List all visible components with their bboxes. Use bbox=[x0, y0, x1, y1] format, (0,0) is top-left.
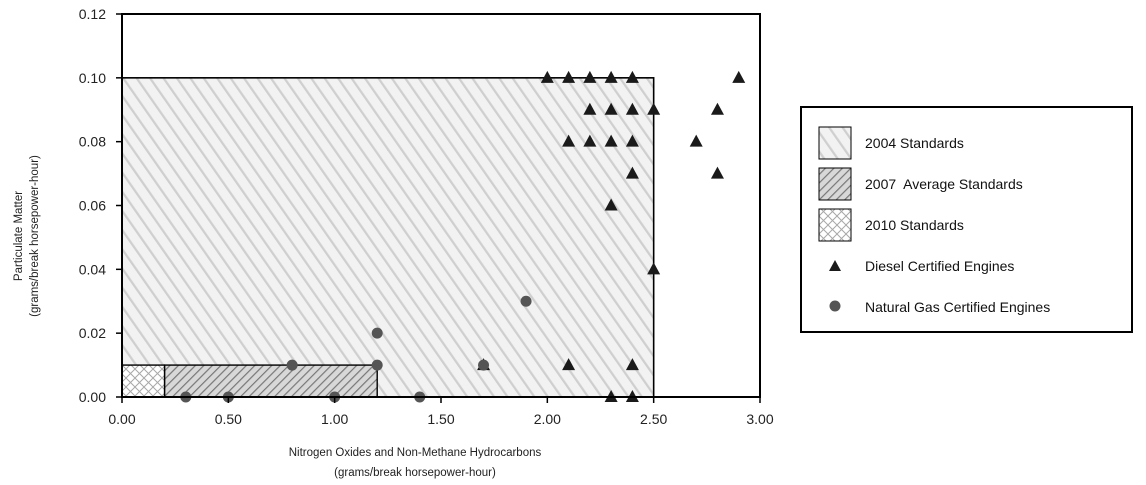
legend: 2004 Standards 2007 Average Standards 20… bbox=[800, 106, 1133, 333]
legend-label-2004: 2004 Standards bbox=[865, 135, 964, 151]
y-axis-subtitle: (grams/break horsepower-hour) bbox=[29, 155, 41, 317]
diesel-engine-point bbox=[689, 134, 703, 147]
diesel-engine-point bbox=[604, 102, 618, 115]
x-axis-title: Nitrogen Oxides and Non-Methane Hydrocar… bbox=[289, 447, 542, 459]
diesel-engine-point bbox=[625, 134, 639, 147]
diesel-engine-point bbox=[540, 70, 554, 83]
diesel-engine-point bbox=[604, 198, 618, 211]
y-tick-label: 0.02 bbox=[79, 325, 106, 341]
x-tick-label: 1.50 bbox=[427, 411, 454, 427]
y-tick-label: 0.08 bbox=[79, 134, 106, 150]
diesel-engine-point bbox=[625, 102, 639, 115]
diesel-engine-point bbox=[562, 70, 576, 83]
diesel-engine-point bbox=[647, 262, 661, 275]
legend-label-2010: 2010 Standards bbox=[865, 217, 964, 233]
x-tick-label: 3.00 bbox=[746, 411, 773, 427]
natural-gas-engine-point bbox=[478, 359, 490, 371]
region-2007-average-standards bbox=[163, 364, 378, 398]
diesel-engine-point bbox=[625, 358, 639, 371]
region-2010-standards bbox=[121, 364, 166, 398]
natural-gas-engine-point bbox=[520, 295, 532, 307]
standards-regions bbox=[121, 77, 655, 398]
y-tick-label: 0.12 bbox=[79, 6, 106, 22]
x-tick-label: 0.00 bbox=[108, 411, 135, 427]
diesel-engine-point bbox=[583, 134, 597, 147]
diesel-engine-point bbox=[732, 70, 746, 83]
natural-gas-engine-point bbox=[371, 327, 383, 339]
natural-gas-engine-point bbox=[286, 359, 298, 371]
diesel-engine-point bbox=[625, 70, 639, 83]
x-tick-label: 0.50 bbox=[215, 411, 242, 427]
diesel-engine-point bbox=[562, 134, 576, 147]
diesel-engine-point bbox=[604, 70, 618, 83]
legend-circle-icon bbox=[829, 300, 841, 312]
diesel-engine-point bbox=[710, 102, 724, 115]
diesel-engine-point bbox=[647, 102, 661, 115]
x-axis-subtitle: (grams/break horsepower-hour) bbox=[334, 467, 496, 479]
natural-gas-engine-point bbox=[371, 359, 383, 371]
y-tick-label: 0.10 bbox=[79, 70, 106, 86]
diesel-engine-point bbox=[625, 166, 639, 179]
legend-swatch-2007 bbox=[818, 167, 852, 201]
diesel-engine-point bbox=[562, 358, 576, 371]
x-tick-label: 1.00 bbox=[321, 411, 348, 427]
legend-label-natural-gas: Natural Gas Certified Engines bbox=[865, 299, 1050, 315]
diesel-engine-point bbox=[583, 70, 597, 83]
y-tick-label: 0.06 bbox=[79, 198, 106, 214]
legend-label-diesel: Diesel Certified Engines bbox=[865, 258, 1014, 274]
data-markers bbox=[180, 70, 746, 403]
diesel-engine-point bbox=[604, 134, 618, 147]
legend-label-2007: 2007 Average Standards bbox=[865, 176, 1023, 192]
y-tick-label: 0.04 bbox=[79, 261, 106, 277]
legend-swatch-2004 bbox=[818, 126, 852, 160]
x-tick-label: 2.50 bbox=[640, 411, 667, 427]
diesel-engine-point bbox=[710, 166, 724, 179]
y-axis-title: Particulate Matter bbox=[13, 191, 25, 281]
axis-ticks: 0.00 0.50 1.00 1.50 2.00 2.50 3.00 0.00 0.02 0.04… bbox=[79, 6, 774, 427]
x-tick-label: 2.00 bbox=[534, 411, 561, 427]
y-tick-label: 0.00 bbox=[79, 389, 106, 405]
legend-swatch-2010 bbox=[818, 208, 852, 242]
legend-triangle-icon bbox=[829, 260, 841, 271]
region-2004-standards bbox=[121, 77, 655, 398]
legend-box bbox=[800, 106, 1133, 333]
diesel-engine-point bbox=[583, 102, 597, 115]
